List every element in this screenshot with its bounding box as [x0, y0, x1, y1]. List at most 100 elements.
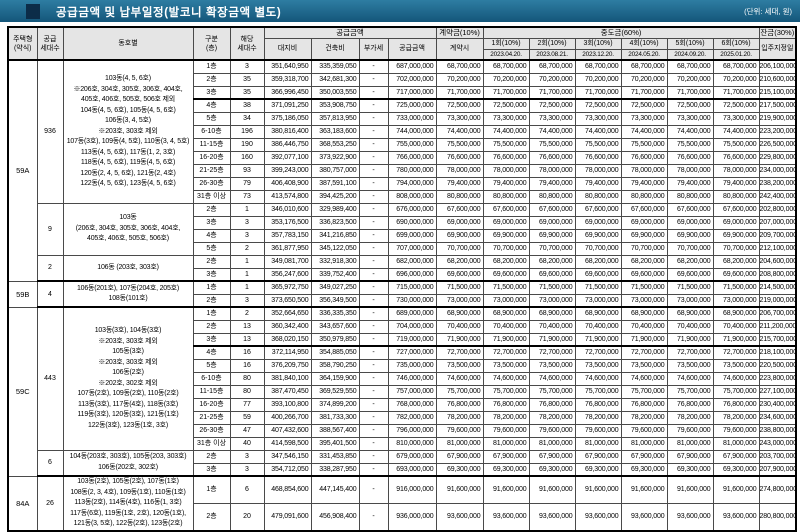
installment-6-cell: 69,600,000: [712, 267, 760, 282]
installment-2-cell: 73,300,000: [528, 111, 576, 126]
total-price-cell: 715,000,000: [387, 280, 437, 295]
installment-3-cell: 76,800,000: [574, 397, 622, 412]
installment-6-cell: 74,400,000: [712, 124, 760, 139]
balance-cell: 214,500,000: [758, 280, 797, 295]
installment-6-cell: 69,000,000: [712, 215, 760, 230]
vat-cell: -: [358, 319, 389, 334]
installment-3-cell: 72,700,000: [574, 345, 622, 360]
count-cell: 59: [229, 410, 265, 425]
installment-6-cell: 70,400,000: [712, 319, 760, 334]
installment-5-cell: 73,500,000: [666, 358, 714, 373]
installment-1-cell: 79,600,000: [482, 423, 530, 438]
installment-3-cell: 68,200,000: [574, 254, 622, 269]
dongho-cell: 103동(4, 5, 6호) ※206호, 304호, 305호, 306호, …: [62, 59, 194, 204]
installment-3-cell: 70,700,000: [574, 241, 622, 256]
count-cell: 93: [229, 163, 265, 178]
installment-4-cell: 73,500,000: [620, 358, 668, 373]
building-cost-cell: 338,287,950: [310, 462, 360, 477]
units-cell: 2: [36, 254, 64, 282]
land-cost-cell: 380,816,400: [263, 124, 312, 139]
total-price-cell: 679,000,000: [387, 449, 437, 464]
installment-3-cell: 68,900,000: [574, 306, 622, 321]
installment-1-cell: 70,200,000: [482, 72, 530, 87]
installment-1-cell: 93,600,000: [482, 502, 530, 532]
floor-cell: 5층: [192, 111, 231, 126]
installment-5-cell: 78,200,000: [666, 410, 714, 425]
contract-payment-cell: 79,400,000: [435, 176, 484, 191]
installment-2-cell: 93,600,000: [528, 502, 576, 532]
installment-6-cell: 67,600,000: [712, 202, 760, 217]
vat-cell: -: [358, 137, 389, 152]
table-row: 3층 35 366,996,450 350,003,550-717,000,000 71…: [8, 85, 797, 100]
installment-4-cell: 71,700,000: [620, 85, 668, 100]
contract-payment-cell: 81,000,000: [435, 436, 484, 451]
header-installment-date-3: 2023.12.20.: [574, 48, 622, 61]
installment-2-cell: 74,600,000: [528, 371, 576, 386]
total-price-cell: 690,000,000: [387, 215, 437, 230]
contract-payment-cell: 75,500,000: [435, 137, 484, 152]
table-row: 59B 4 106동(201호), 107동(204호, 205호) 108동(10…: [7, 280, 797, 308]
installment-6-cell: 70,700,000: [712, 241, 760, 256]
housing-type-cell: 84A: [7, 475, 38, 531]
building-cost-cell: 373,922,900: [310, 150, 360, 165]
installment-1-cell: 78,200,000: [482, 410, 530, 425]
installment-5-cell: 73,000,000: [666, 293, 714, 308]
total-price-cell: 916,000,000: [387, 475, 437, 504]
table-row: 31층 이상 73 413,574,800 394,425,200-808,000,0…: [8, 189, 797, 204]
count-cell: 6: [229, 475, 265, 504]
installment-3-cell: 93,600,000: [574, 502, 622, 532]
installment-4-cell: 93,600,000: [620, 502, 668, 532]
installment-1-cell: 73,300,000: [482, 111, 530, 126]
balance-cell: 204,600,000: [758, 254, 797, 269]
building-cost-cell: 332,918,300: [310, 254, 360, 269]
installment-2-cell: 73,000,000: [528, 293, 576, 308]
installment-3-cell: 71,900,000: [574, 332, 622, 347]
vat-cell: -: [358, 423, 389, 438]
count-cell: 35: [229, 72, 265, 87]
installment-5-cell: 76,800,000: [666, 397, 714, 412]
vat-cell: -: [358, 306, 389, 321]
total-price-cell: 702,000,000: [387, 72, 437, 87]
building-cost-cell: 358,790,250: [310, 358, 360, 373]
land-cost-cell: 365,972,750: [263, 280, 312, 295]
total-price-cell: 735,000,000: [387, 358, 437, 373]
land-cost-cell: 368,020,150: [263, 332, 312, 347]
contract-payment-cell: 73,500,000: [435, 358, 484, 373]
land-cost-cell: 386,446,750: [263, 137, 312, 152]
installment-4-cell: 81,000,000: [620, 436, 668, 451]
vat-cell: -: [358, 176, 389, 191]
installment-6-cell: 72,500,000: [712, 98, 760, 113]
table-row: 9 103동 (206호, 304호, 305호, 306호, 404호, 405…: [8, 202, 797, 256]
installment-6-cell: 75,500,000: [712, 137, 760, 152]
installment-1-cell: 70,400,000: [482, 319, 530, 334]
total-price-cell: 808,000,000: [387, 189, 437, 204]
count-cell: 13: [229, 332, 265, 347]
floor-cell: 5층: [192, 241, 231, 256]
installment-4-cell: 69,600,000: [620, 267, 668, 282]
dongho-cell: 103동(2호), 105동(2호), 107동(1호) 108동(2, 3, …: [62, 475, 194, 532]
installment-2-cell: 72,500,000: [528, 98, 576, 113]
installment-5-cell: 70,700,000: [666, 241, 714, 256]
total-price-cell: 727,000,000: [387, 345, 437, 360]
building-cost-cell: 335,359,050: [310, 59, 360, 74]
installment-2-cell: 79,400,000: [528, 176, 576, 191]
total-price-cell: 707,000,000: [387, 241, 437, 256]
installment-5-cell: 71,900,000: [666, 332, 714, 347]
installment-4-cell: 67,900,000: [620, 449, 668, 464]
balance-cell: 215,700,000: [758, 332, 797, 347]
building-cost-cell: 374,899,200: [310, 397, 360, 412]
installment-5-cell: 91,600,000: [666, 475, 714, 504]
units-cell: 26: [36, 475, 64, 532]
vat-cell: -: [358, 150, 389, 165]
installment-5-cell: 79,400,000: [666, 176, 714, 191]
balance-cell: 207,000,000: [758, 215, 797, 230]
balance-cell: 203,700,000: [758, 449, 797, 464]
installment-2-cell: 69,300,000: [528, 462, 576, 477]
installment-1-cell: 69,900,000: [482, 228, 530, 243]
installment-1-cell: 69,600,000: [482, 267, 530, 282]
installment-2-cell: 73,500,000: [528, 358, 576, 373]
balance-cell: 223,800,000: [758, 371, 797, 386]
total-price-cell: 696,000,000: [387, 267, 437, 282]
installment-3-cell: 69,900,000: [574, 228, 622, 243]
count-cell: 77: [229, 397, 265, 412]
